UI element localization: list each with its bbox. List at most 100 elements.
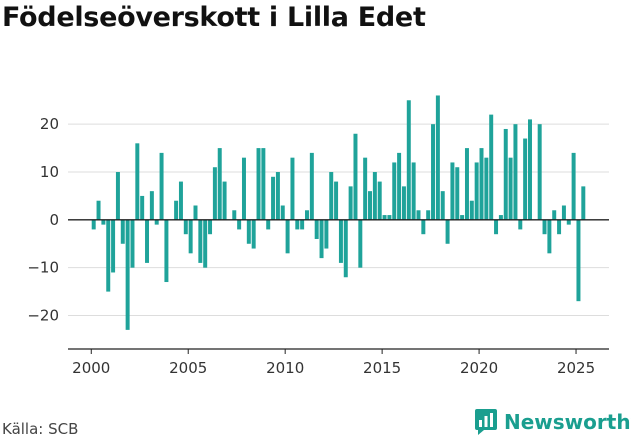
bar — [440, 191, 445, 220]
bar — [382, 215, 387, 220]
bar — [435, 95, 440, 220]
bar — [232, 210, 237, 220]
bar — [149, 191, 154, 220]
bar — [111, 219, 116, 273]
source-note: Källa: SCB — [2, 420, 79, 438]
bar — [261, 148, 266, 220]
bar — [469, 200, 474, 220]
x-tick-label: 2025 — [557, 359, 595, 377]
bar — [275, 172, 280, 220]
bar — [377, 181, 382, 220]
bars — [91, 95, 586, 330]
bar — [178, 181, 183, 220]
bar — [203, 219, 208, 268]
bar — [489, 114, 494, 220]
bar — [285, 219, 290, 254]
bar — [561, 205, 566, 220]
bar — [183, 219, 188, 235]
bar — [571, 152, 576, 220]
bar — [130, 219, 135, 268]
bar — [314, 219, 319, 239]
bar — [450, 162, 455, 220]
bar — [508, 157, 513, 220]
x-tick-label: 2000 — [72, 359, 110, 377]
y-tick-label: −10 — [27, 259, 59, 277]
bar — [208, 219, 213, 235]
bar — [498, 215, 503, 220]
bar — [309, 152, 314, 220]
bar — [528, 119, 532, 220]
y-tick-label: 10 — [40, 163, 59, 181]
bar — [576, 219, 581, 302]
bar — [295, 219, 300, 230]
bar — [537, 124, 542, 220]
bar — [523, 138, 528, 220]
bar — [542, 219, 547, 235]
bar — [581, 186, 586, 220]
bar — [513, 124, 518, 220]
bar — [431, 124, 436, 220]
bar — [426, 210, 431, 220]
bar — [416, 210, 421, 220]
bar — [334, 181, 339, 220]
x-tick-label: 2020 — [460, 359, 498, 377]
bar — [494, 219, 499, 235]
bar — [401, 186, 406, 220]
bar — [552, 210, 557, 220]
bar — [445, 219, 450, 244]
x-tick-label: 2015 — [363, 359, 401, 377]
tick-labels: −20 −10 0 10 20 2000 2005 2010 2015 2020 2025 — [27, 115, 595, 377]
bar — [101, 219, 106, 225]
newsworthy-logo-icon — [475, 409, 497, 435]
bar — [140, 195, 145, 220]
bar — [159, 152, 164, 220]
brand-logo[interactable]: Newsworthy — [474, 407, 631, 437]
bar — [566, 219, 571, 225]
bar — [300, 219, 305, 230]
bar — [120, 219, 125, 244]
bar — [188, 219, 193, 254]
bar — [406, 100, 411, 220]
bar — [198, 219, 203, 263]
brand-name: Newsworthy — [504, 410, 631, 434]
bar — [271, 176, 276, 220]
bar — [411, 162, 416, 220]
bar — [193, 205, 198, 220]
bar — [368, 191, 372, 220]
bar — [363, 157, 368, 220]
bar — [217, 148, 222, 220]
bar — [557, 219, 562, 235]
bar — [106, 219, 111, 292]
bar — [241, 157, 246, 220]
y-tick-label: 0 — [49, 211, 59, 229]
bar — [324, 219, 329, 249]
bar — [237, 219, 242, 230]
bar — [266, 219, 271, 230]
bar — [256, 148, 261, 220]
bar — [96, 200, 101, 220]
x-tick-label: 2005 — [169, 359, 207, 377]
y-tick-label: −20 — [27, 307, 59, 325]
bar — [246, 219, 251, 244]
bar — [353, 133, 358, 220]
bar — [154, 219, 159, 225]
bar — [305, 210, 309, 220]
bar — [115, 172, 120, 220]
chart-title: Födelseöverskott i Lilla Edet — [2, 2, 426, 33]
bar — [338, 219, 343, 263]
bar — [474, 162, 479, 220]
bar — [460, 215, 465, 220]
bar — [397, 152, 402, 220]
axes — [68, 219, 609, 354]
bar — [479, 148, 484, 220]
y-tick-label: 20 — [40, 115, 59, 133]
bar — [484, 157, 489, 220]
bar — [91, 219, 96, 230]
bar — [421, 219, 426, 235]
bar — [164, 219, 169, 283]
bar — [125, 219, 130, 330]
gridlines — [68, 123, 609, 317]
bar — [358, 219, 363, 268]
bar — [455, 167, 460, 220]
